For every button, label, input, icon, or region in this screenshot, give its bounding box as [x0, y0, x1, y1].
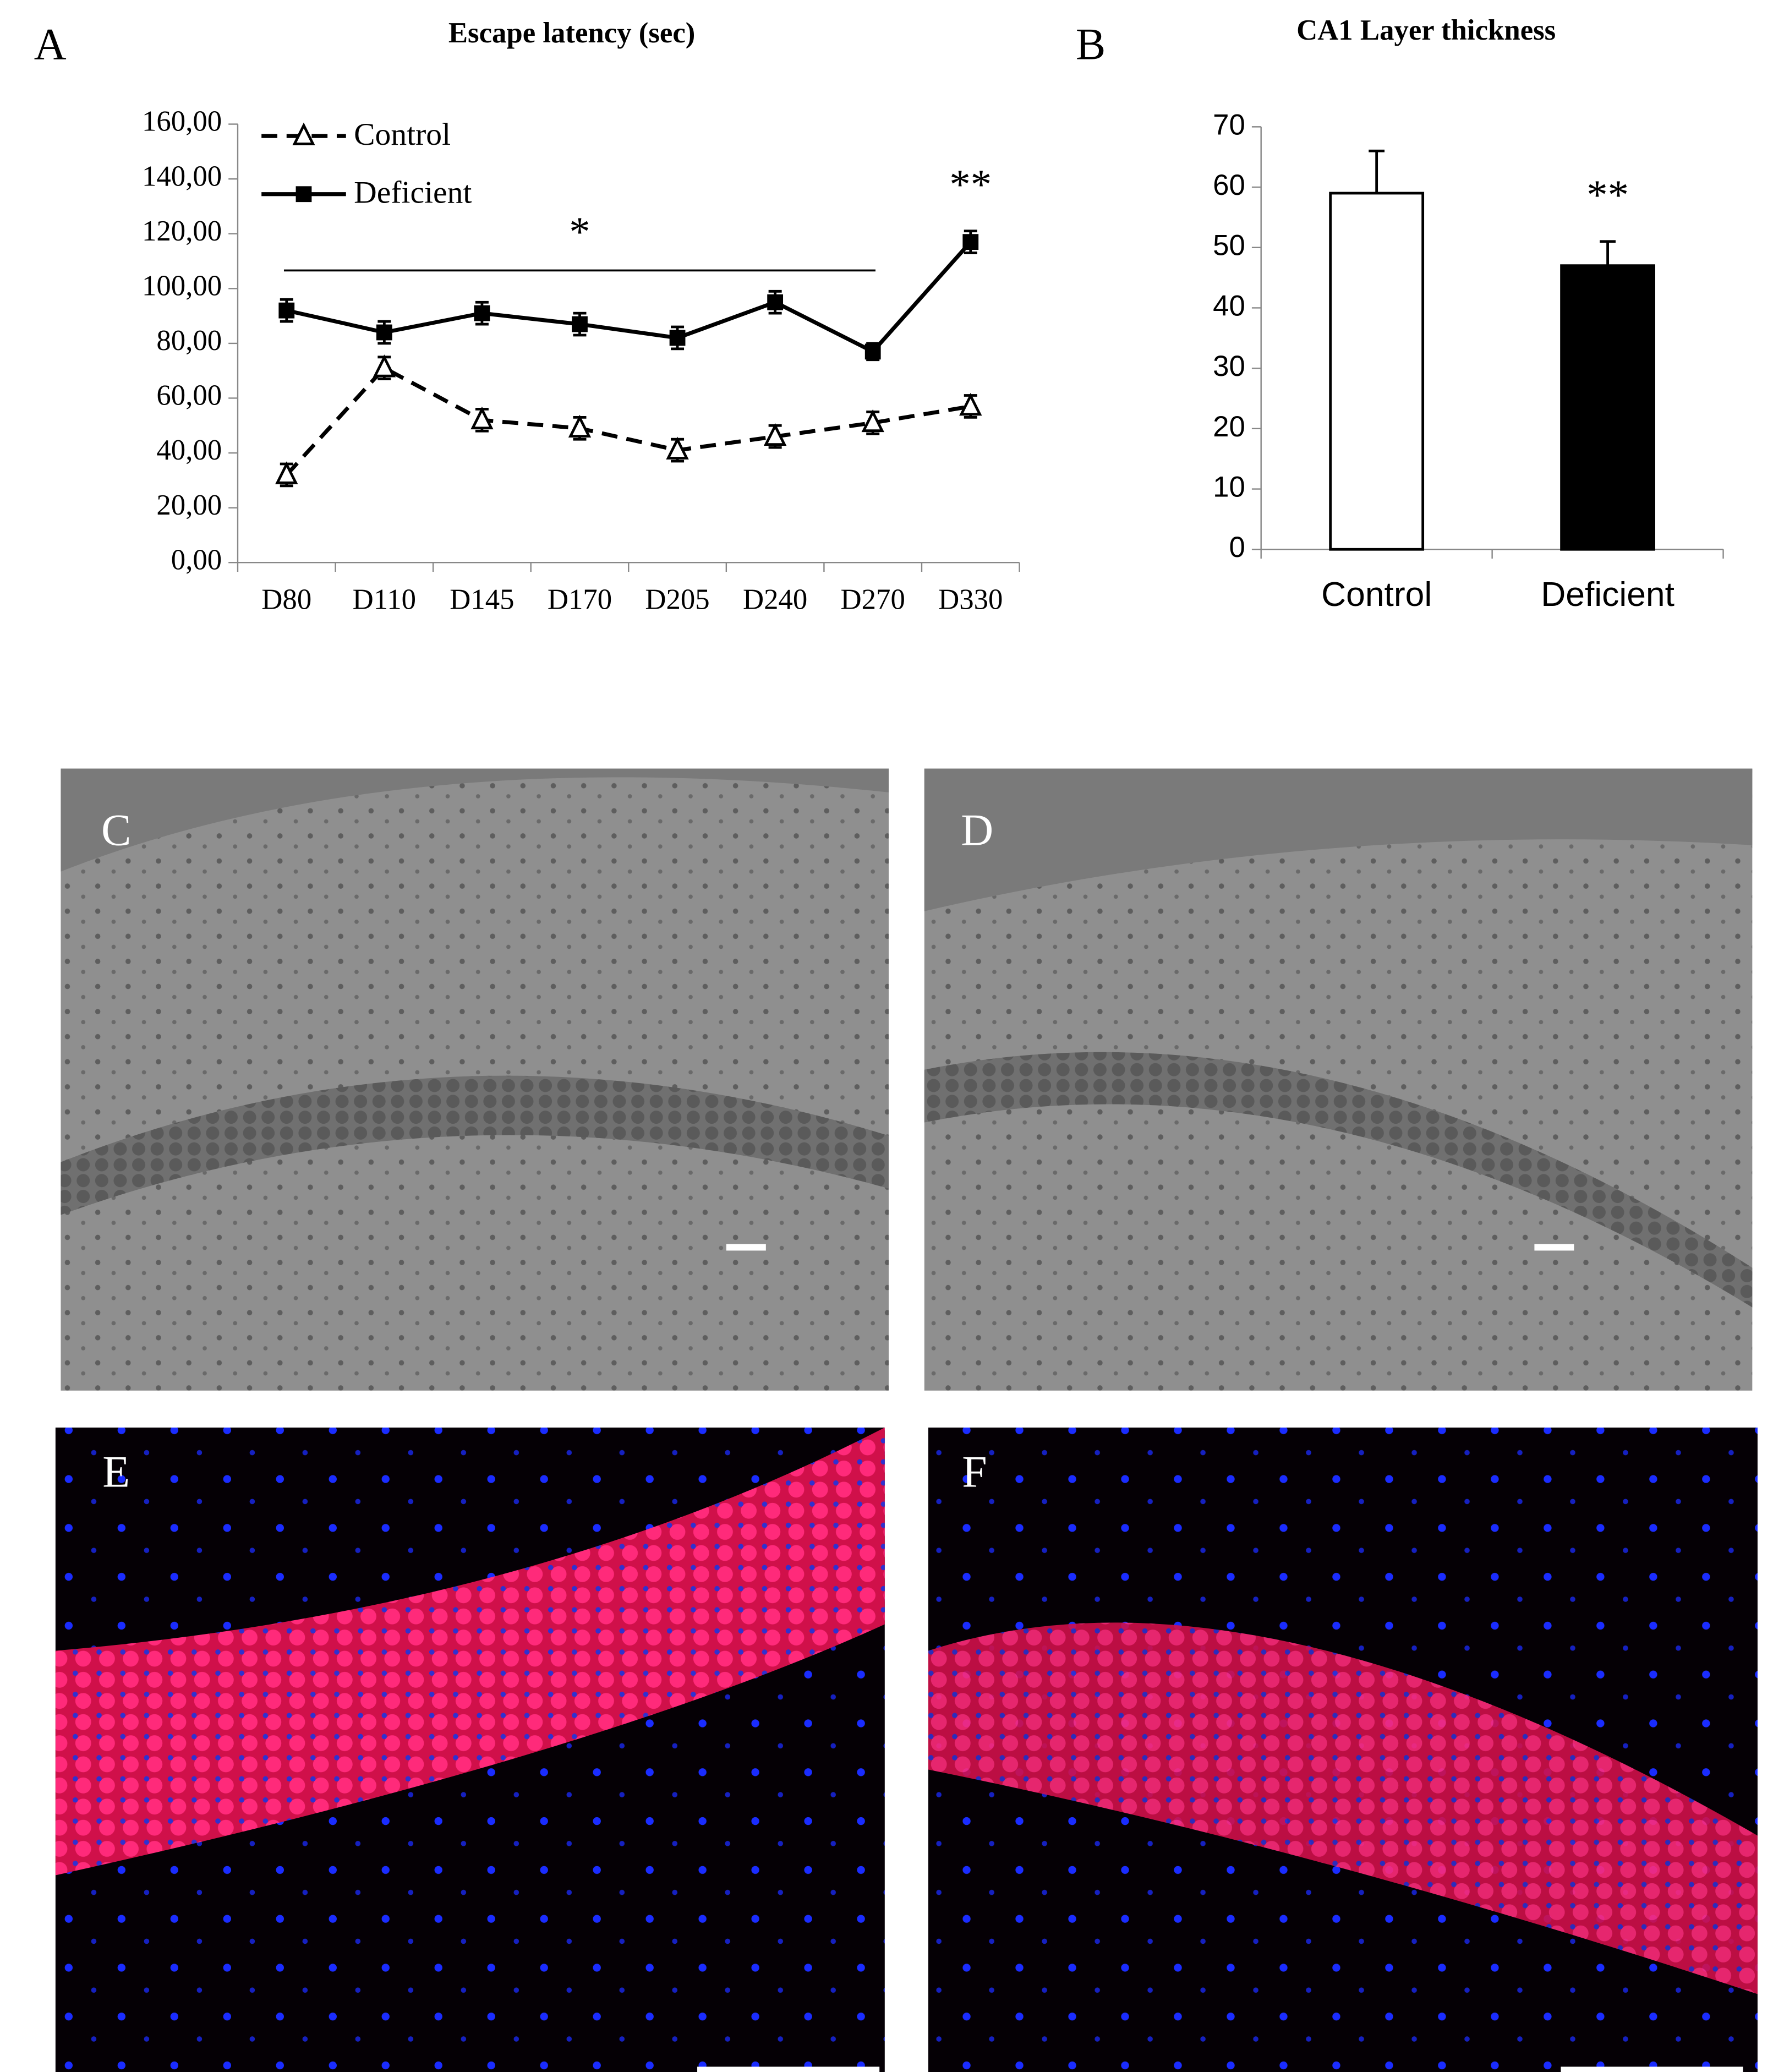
annotation: **: [1586, 172, 1629, 218]
x-tick-label: D270: [841, 583, 905, 615]
y-tick-label: 0,00: [171, 544, 222, 576]
legend-label: Deficient: [354, 175, 472, 210]
x-tick-label: D80: [261, 583, 311, 615]
marker: [568, 414, 592, 438]
y-tick-label: 50: [1213, 229, 1245, 262]
y-tick-label: 20: [1213, 411, 1245, 443]
marker: [373, 354, 396, 378]
legend-marker: [295, 186, 312, 203]
chart: B CA1 Layer thickness 0 10 20 30 40 50 60 70 Contr…: [1076, 14, 1724, 614]
y-tick-label: 100,00: [142, 270, 222, 302]
y-tick-label: 40: [1213, 289, 1245, 322]
y-tick-label: 80,00: [156, 325, 222, 357]
chart: A Escape latency (sec) 0,00 20,00 40,00 60,00…: [34, 17, 1020, 615]
x-tick-label: D170: [548, 583, 612, 615]
micrograph: [924, 768, 1753, 1391]
panel-label: D: [961, 805, 993, 855]
series-line: [286, 240, 972, 354]
x-tick-label: D240: [743, 583, 807, 615]
marker: [959, 392, 982, 416]
y-tick-label: 120,00: [142, 215, 222, 247]
marker: [864, 343, 881, 360]
y-tick-label: 0: [1229, 531, 1245, 564]
marker: [470, 406, 494, 430]
y-tick-label: 70: [1213, 108, 1245, 141]
marker: [861, 409, 884, 433]
x-tick-label: D330: [938, 583, 1003, 615]
panel-label: F: [962, 1446, 987, 1496]
marker: [962, 234, 979, 250]
marker: [763, 423, 787, 446]
y-tick-label: 140,00: [142, 160, 222, 192]
panel-label: B: [1076, 19, 1106, 69]
marker: [376, 324, 392, 341]
y-tick-label: 60,00: [156, 380, 222, 412]
marker: [275, 461, 298, 484]
y-tick-label: 30: [1213, 350, 1245, 382]
error-bar: [1369, 149, 1385, 194]
y-tick-label: 160,00: [142, 106, 222, 138]
x-tick-label: D205: [645, 583, 709, 615]
x-tick-label: Control: [1321, 576, 1432, 614]
panel-label: C: [101, 805, 131, 855]
micrograph: [928, 1427, 1758, 2072]
legend-label: Control: [354, 117, 451, 152]
annotation: **: [949, 161, 992, 208]
annotation: *: [569, 209, 590, 255]
y-tick-label: 20,00: [156, 489, 222, 521]
micrograph: [61, 768, 889, 1391]
panel-label: E: [102, 1446, 130, 1496]
panel-label: A: [34, 19, 67, 69]
micrograph: [55, 1427, 885, 2072]
marker: [572, 316, 588, 332]
marker: [669, 330, 686, 346]
marker: [278, 302, 295, 319]
marker: [666, 436, 689, 460]
error-bar: [1600, 240, 1616, 266]
series-line: [285, 365, 971, 477]
legend-marker: [292, 122, 315, 145]
micrographs: [55, 768, 1758, 2072]
chart-title: CA1 Layer thickness: [1296, 14, 1556, 46]
x-tick-label: D110: [353, 583, 416, 615]
x-tick-label: D145: [450, 583, 514, 615]
y-tick-label: 40,00: [156, 434, 222, 466]
marker: [474, 305, 490, 321]
chart-title: Escape latency (sec): [448, 17, 696, 49]
x-tick-label: Deficient: [1541, 576, 1674, 614]
bar: [1329, 192, 1425, 551]
y-tick-label: 60: [1213, 169, 1245, 201]
y-tick-label: 10: [1213, 471, 1245, 503]
marker: [767, 294, 784, 310]
bar: [1560, 264, 1655, 551]
